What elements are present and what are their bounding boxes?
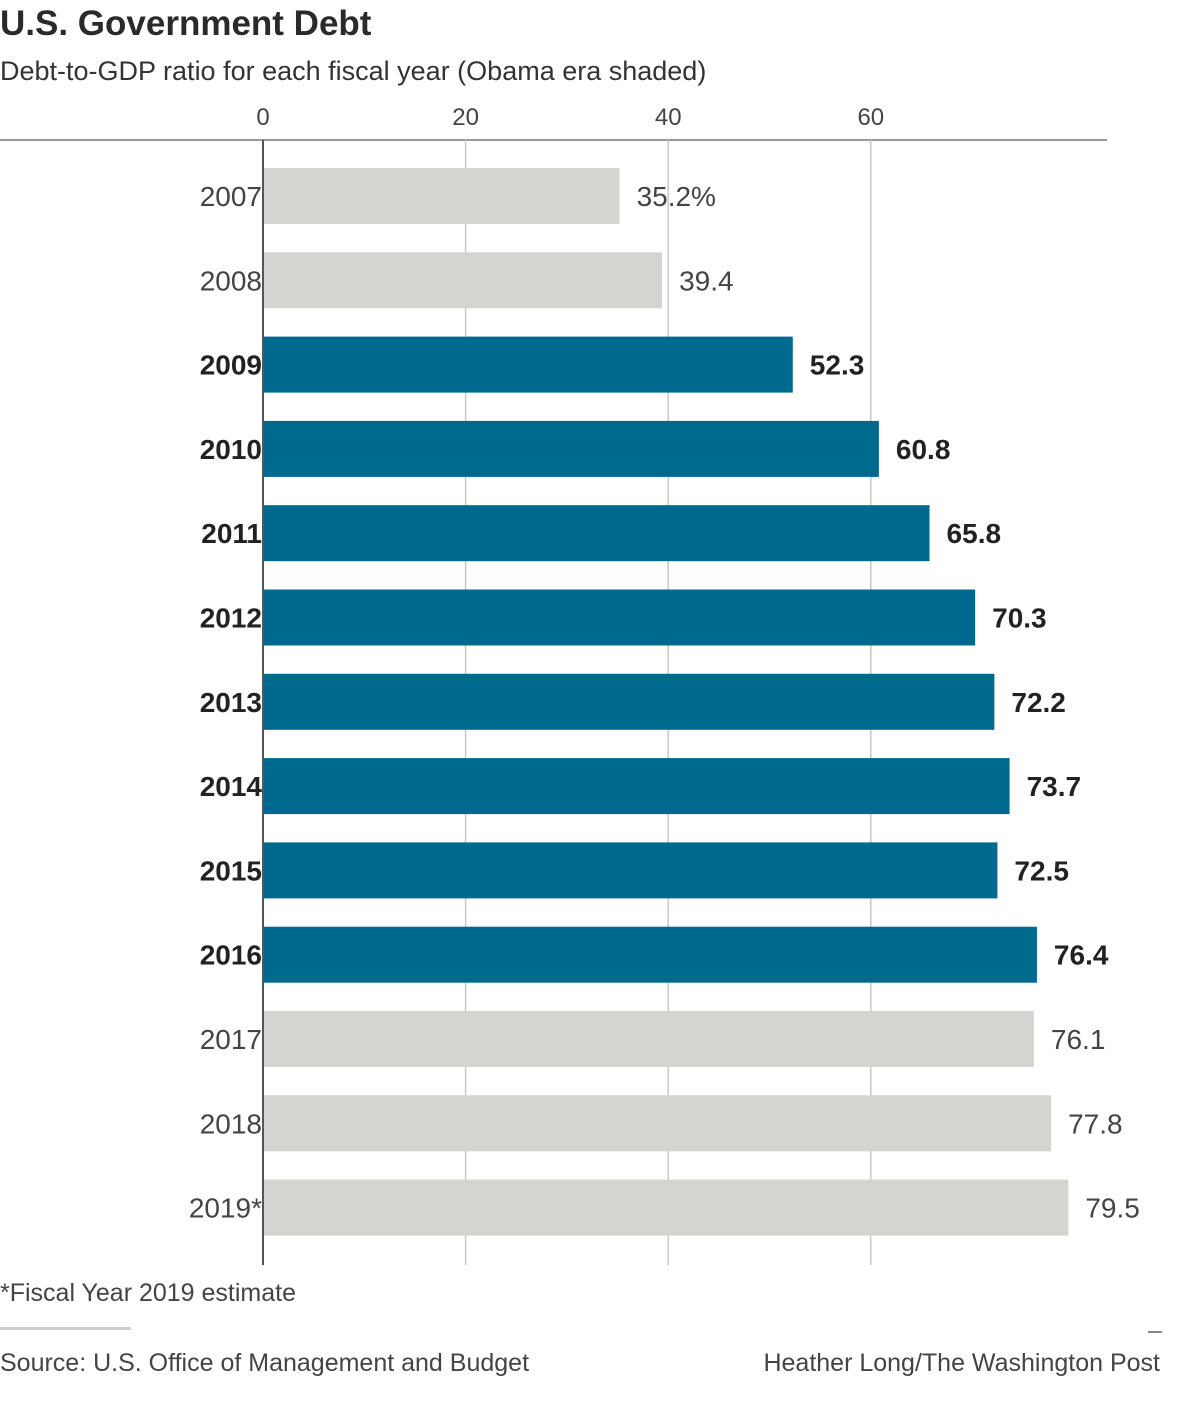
category-label: 2013 bbox=[200, 687, 262, 718]
x-tick-label: 40 bbox=[655, 104, 682, 131]
bar bbox=[264, 758, 1010, 815]
data-label: 79.5 bbox=[1085, 1193, 1140, 1224]
data-label: 70.3 bbox=[992, 603, 1046, 634]
data-label: 76.4 bbox=[1054, 940, 1109, 971]
category-label: 2010 bbox=[200, 434, 262, 465]
data-label: 73.7 bbox=[1027, 771, 1082, 802]
chart-title: U.S. Government Debt bbox=[0, 4, 372, 43]
bar bbox=[264, 252, 663, 309]
bar bbox=[264, 420, 879, 477]
credit-note: Heather Long/The Washington Post bbox=[763, 1349, 1160, 1377]
bar bbox=[264, 589, 976, 646]
bar bbox=[264, 1179, 1069, 1236]
chart-subtitle: Debt-to-GDP ratio for each fiscal year (… bbox=[0, 56, 707, 86]
x-tick-label: 60 bbox=[857, 104, 884, 131]
bar bbox=[264, 1011, 1034, 1067]
data-label: 52.3 bbox=[810, 350, 865, 381]
category-label: 2007 bbox=[200, 181, 262, 212]
data-label: 77.8 bbox=[1068, 1108, 1123, 1139]
category-label: 2019* bbox=[189, 1193, 262, 1224]
bar bbox=[264, 168, 620, 224]
data-label: 72.5 bbox=[1014, 855, 1069, 886]
bar bbox=[264, 336, 793, 393]
category-label: 2014 bbox=[200, 771, 263, 802]
bar bbox=[264, 1095, 1052, 1152]
data-label: 65.8 bbox=[947, 518, 1002, 549]
category-label: 2016 bbox=[200, 940, 262, 971]
data-label: 60.8 bbox=[896, 434, 951, 465]
category-label: 2017 bbox=[200, 1024, 262, 1055]
data-label: 76.1 bbox=[1051, 1024, 1106, 1055]
category-label: 2012 bbox=[200, 603, 262, 634]
category-label: 2009 bbox=[200, 350, 262, 381]
footnote: *Fiscal Year 2019 estimate bbox=[0, 1279, 297, 1307]
data-label: 39.4 bbox=[679, 265, 734, 296]
bar bbox=[264, 673, 995, 730]
category-label: 2011 bbox=[201, 518, 262, 549]
bar bbox=[264, 842, 998, 899]
data-label: 72.2 bbox=[1011, 687, 1066, 718]
category-label: 2008 bbox=[200, 265, 262, 296]
bar bbox=[264, 505, 930, 562]
category-label: 2018 bbox=[200, 1108, 262, 1139]
footer-dash bbox=[1148, 1331, 1162, 1333]
source-note: Source: U.S. Office of Management and Bu… bbox=[0, 1349, 530, 1377]
bar bbox=[264, 926, 1037, 983]
category-label: 2015 bbox=[200, 855, 262, 886]
x-tick-label: 20 bbox=[452, 104, 479, 131]
data-label: 35.2% bbox=[637, 181, 716, 212]
x-tick-label: 0 bbox=[256, 104, 269, 131]
footer-divider bbox=[0, 1327, 131, 1330]
